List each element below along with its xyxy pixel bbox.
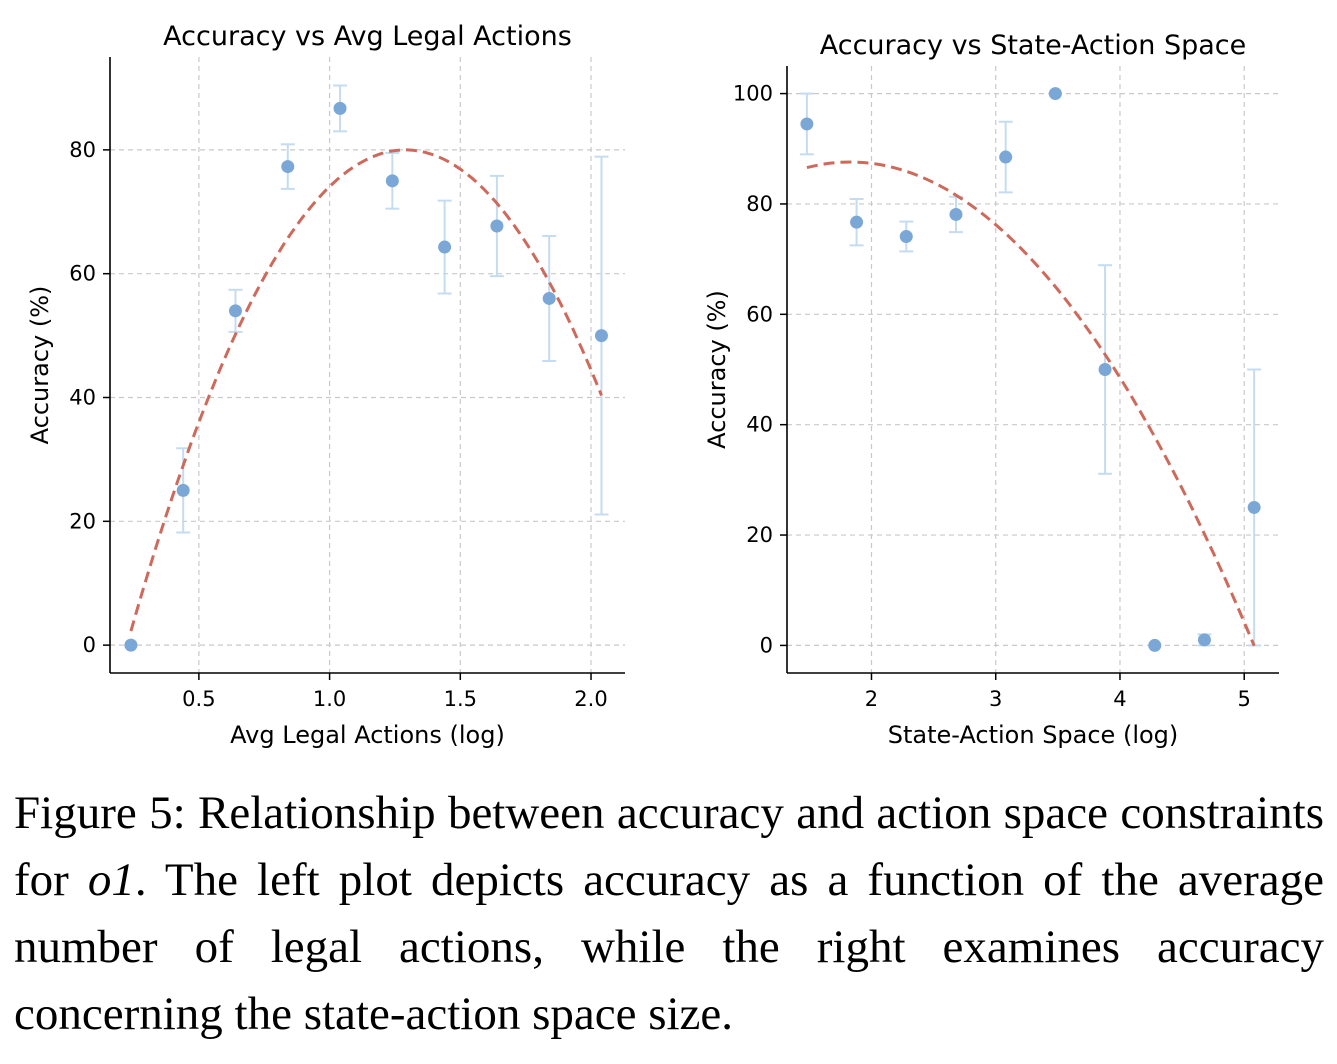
data-point [1247,500,1261,514]
data-point [850,215,864,229]
data-point [899,230,913,244]
figure-caption: Figure 5: Relationship between accuracy … [14,780,1324,1048]
y-tick-label: 80 [69,138,96,162]
data-point [438,240,452,254]
data-point [594,329,608,343]
y-tick-label: 40 [69,386,96,410]
y-tick-label: 20 [69,509,96,533]
caption-rest: . The left plot depicts accuracy as a fu… [14,854,1324,1040]
x-axis-label: State-Action Space (log) [888,721,1179,749]
x-axis-label: Avg Legal Actions (log) [230,721,505,749]
data-point [1197,633,1211,647]
data-point [800,117,814,131]
data-point [333,101,347,115]
x-tick-label: 1.5 [444,687,477,711]
data-point [1098,363,1112,376]
data-point [1048,87,1062,101]
data-point [999,150,1013,164]
data-point [385,174,399,188]
data-point [228,304,242,318]
x-tick-label: 1.0 [313,687,346,711]
x-tick-label: 5 [1238,687,1251,711]
data-point [542,291,556,305]
data-point [124,638,138,652]
data-point [176,483,190,497]
data-point [949,207,963,221]
x-tick-label: 4 [1113,687,1126,711]
caption-model-name: o1 [87,854,135,906]
y-tick-label: 40 [746,413,773,437]
x-tick-label: 0.5 [182,687,215,711]
y-tick-label: 0 [760,633,773,657]
y-tick-label: 100 [733,82,773,106]
chart-accuracy-vs-state-action-space: 2 3 4 5 0 20 40 60 80 100 State-Action Space (log)… [703,30,1279,749]
x-tick-label: 3 [989,687,1002,711]
data-point [1148,638,1162,652]
chart-accuracy-vs-legal-actions: 0.5 1.0 1.5 2.0 0 20 40 60 80 Avg Legal Actions (… [26,21,625,749]
y-axis-label: Accuracy (%) [703,290,731,449]
y-tick-label: 20 [746,523,773,547]
x-tick-label: 2 [865,687,878,711]
caption-lead: Figure 5: Relationship between accuracy … [14,787,1324,906]
x-tick-label: 2.0 [574,687,607,711]
fit-curve [129,148,603,632]
y-tick-label: 0 [83,633,96,657]
data-point [281,160,295,174]
chart-title: Accuracy vs State-Action Space [820,30,1247,61]
y-tick-label: 60 [69,262,96,286]
y-tick-label: 80 [746,192,773,216]
fit-curve [806,160,1256,647]
data-point [490,219,504,233]
y-tick-label: 60 [746,302,773,326]
chart-title: Accuracy vs Avg Legal Actions [163,21,572,52]
y-axis-label: Accuracy (%) [26,286,54,445]
